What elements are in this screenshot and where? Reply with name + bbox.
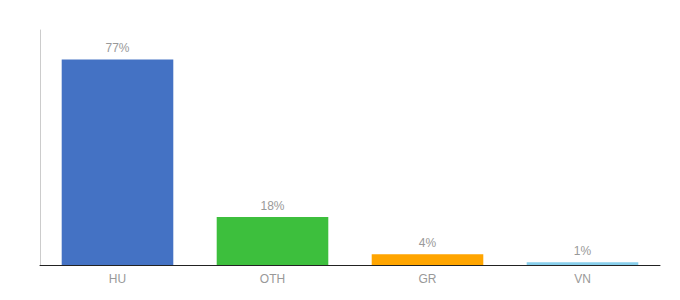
svg-text:VN: VN xyxy=(574,272,591,286)
svg-text:18%: 18% xyxy=(260,199,284,213)
svg-text:OTH: OTH xyxy=(260,272,285,286)
svg-text:HU: HU xyxy=(109,272,126,286)
svg-text:GR: GR xyxy=(419,272,437,286)
svg-text:77%: 77% xyxy=(105,41,129,55)
svg-text:4%: 4% xyxy=(419,236,437,250)
svg-text:1%: 1% xyxy=(574,244,592,258)
